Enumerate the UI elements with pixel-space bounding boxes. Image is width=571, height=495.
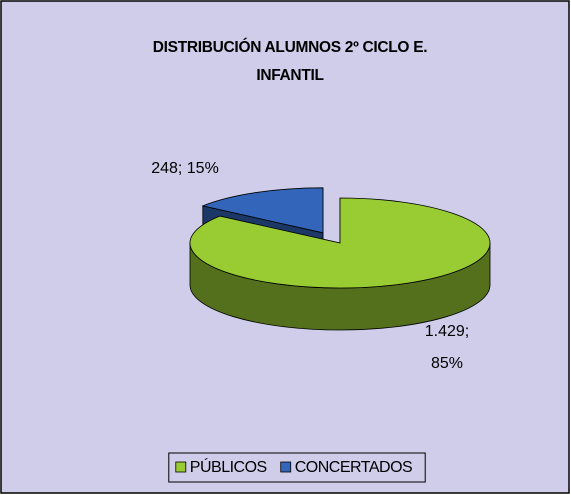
chart-title: DISTRIBUCIÓN ALUMNOS 2º CICLO E. INFANTI… xyxy=(152,39,428,84)
legend-swatch xyxy=(280,461,292,473)
legend xyxy=(168,452,426,483)
data-label: 1.429; 85% xyxy=(424,323,470,372)
legend-swatch xyxy=(175,461,187,473)
legend-label: CONCERTADOS xyxy=(295,459,412,476)
data-label: 248; 15% xyxy=(151,160,219,177)
legend-label: PÚBLICOS xyxy=(190,457,267,476)
pie-slice xyxy=(201,187,324,234)
pie-slice xyxy=(189,197,491,289)
